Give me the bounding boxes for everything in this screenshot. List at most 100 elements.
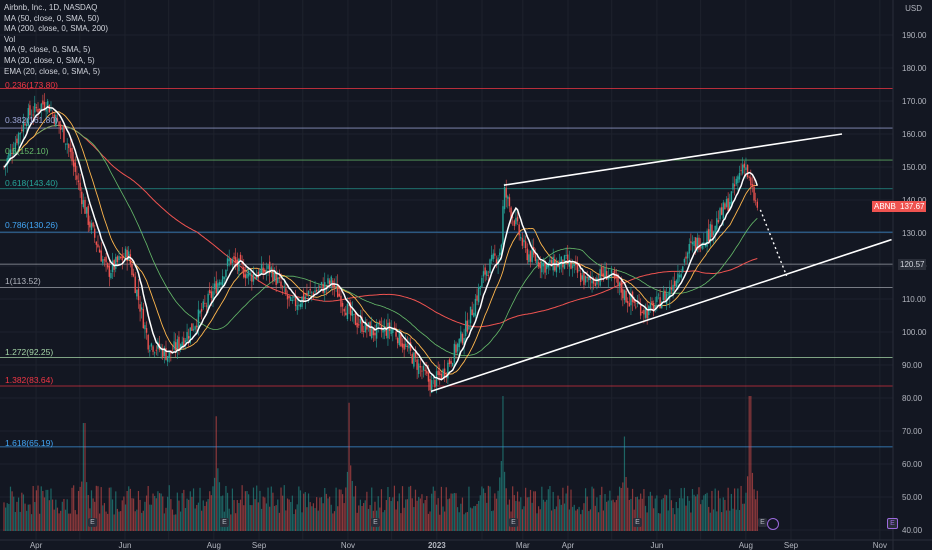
- volume-bar: [712, 509, 715, 531]
- candle-body: [364, 320, 366, 333]
- fib-label-1382: 1.382(83.64): [5, 375, 54, 385]
- candle-body: [330, 276, 332, 284]
- volume-bar: [578, 506, 580, 531]
- volume-bar: [131, 498, 133, 531]
- symbol-title[interactable]: Airbnb, Inc., 1D, NASDAQ: [4, 3, 98, 12]
- volume-bar: [572, 506, 574, 531]
- volume-bar: [615, 499, 617, 531]
- candle-body: [463, 337, 465, 346]
- volume-bar: [254, 499, 256, 531]
- candle-body: [424, 369, 426, 372]
- volume-bar: [711, 490, 713, 531]
- candle-body: [482, 271, 485, 277]
- earnings-marker[interactable]: E: [633, 518, 642, 527]
- candle-body: [390, 329, 392, 334]
- future-earnings-marker[interactable]: E: [887, 518, 898, 529]
- candle-body: [414, 351, 417, 357]
- price-tick-label: 170.00: [902, 97, 927, 106]
- volume-bar: [437, 498, 439, 531]
- candle-body: [537, 262, 540, 267]
- volume-bar: [661, 499, 663, 531]
- volume-bar: [491, 511, 493, 531]
- candle-body: [507, 196, 509, 199]
- candle-body: [716, 218, 718, 230]
- volume-bar: [303, 493, 305, 531]
- volume-bar: [97, 486, 99, 531]
- volume-bar: [264, 497, 266, 531]
- volume-bar: [53, 509, 55, 531]
- volume-bar: [471, 508, 473, 531]
- candle-body: [241, 261, 243, 265]
- candle-body: [664, 290, 666, 301]
- volume-bar: [290, 502, 292, 531]
- volume-bar: [363, 503, 365, 531]
- indicator-ma9[interactable]: MA (9, close, 0, SMA, 5): [4, 45, 91, 55]
- volume-bar: [620, 487, 622, 531]
- currency-label[interactable]: USD: [905, 4, 922, 13]
- volume-bar: [513, 495, 515, 531]
- indicator-vol[interactable]: Vol: [4, 34, 16, 44]
- candle-body: [592, 277, 595, 284]
- candle-body: [131, 264, 133, 275]
- candle-body: [468, 326, 470, 330]
- candle-body: [560, 256, 562, 266]
- indicator-ema20[interactable]: EMA (20, close, 0, SMA, 5): [4, 66, 101, 76]
- volume-bar: [256, 485, 258, 531]
- volume-bar: [293, 513, 295, 531]
- candle-body: [547, 263, 550, 268]
- volume-bar: [214, 477, 216, 531]
- earnings-marker[interactable]: E: [509, 518, 518, 527]
- candle-body: [63, 125, 65, 143]
- candle-body: [662, 292, 665, 301]
- volume-bar: [348, 402, 350, 531]
- candle-body: [226, 258, 229, 267]
- candle-body: [43, 102, 46, 109]
- volume-bar: [549, 485, 551, 531]
- candle-body: [176, 339, 179, 352]
- candle-body: [382, 328, 384, 333]
- candle-body: [281, 286, 284, 288]
- volume-bar: [189, 491, 191, 531]
- candle-body: [688, 244, 690, 254]
- volume-bar: [703, 495, 705, 531]
- candle-body: [30, 116, 33, 118]
- volume-bar: [239, 499, 242, 531]
- earnings-marker[interactable]: E: [88, 518, 97, 527]
- volume-bar: [468, 486, 470, 531]
- volume-bar: [56, 507, 59, 531]
- volume-bar: [371, 487, 373, 531]
- volume-bar: [361, 505, 363, 531]
- earnings-marker[interactable]: E: [758, 518, 767, 527]
- candle-body: [536, 259, 538, 265]
- indicator-ma20[interactable]: MA (20, close, 0, SMA, 5): [4, 55, 95, 65]
- earnings-marker[interactable]: E: [220, 518, 229, 527]
- candle-body: [528, 254, 530, 263]
- earnings-marker[interactable]: E: [371, 518, 380, 527]
- candle-body: [696, 237, 699, 248]
- candle-body: [649, 302, 652, 311]
- candle-body: [162, 348, 164, 358]
- indicator-ma200[interactable]: MA (200, close, 0, SMA, 200): [4, 24, 109, 34]
- candle-body: [461, 333, 464, 344]
- candle-body: [69, 148, 72, 152]
- volume-bar: [69, 513, 72, 531]
- volume-bar: [358, 505, 360, 531]
- candle-body: [315, 290, 318, 292]
- volume-bar: [273, 506, 276, 531]
- volume-bar: [207, 499, 209, 531]
- fib-label-0236: 0.236(173.80): [5, 80, 58, 90]
- candle-body: [267, 265, 269, 269]
- candle-body: [22, 121, 25, 132]
- volume-bar: [102, 505, 104, 531]
- candle-body: [633, 299, 635, 304]
- volume-bar: [516, 491, 519, 531]
- indicator-ma50[interactable]: MA (50, close, 0, SMA, 50): [4, 13, 100, 23]
- volume-bar: [145, 495, 148, 531]
- candle-body: [510, 207, 512, 218]
- event-icon[interactable]: [767, 518, 779, 530]
- last-price-label: 137.67: [898, 201, 927, 212]
- candle-body: [377, 323, 379, 325]
- candle-body: [278, 277, 281, 279]
